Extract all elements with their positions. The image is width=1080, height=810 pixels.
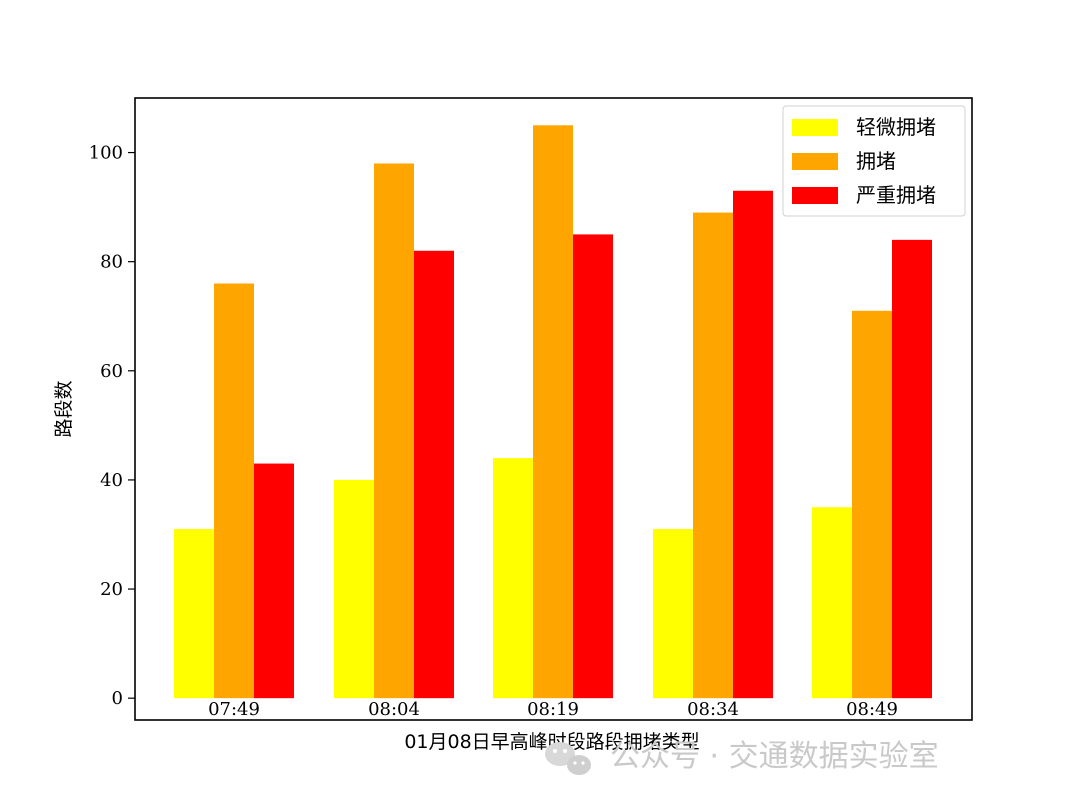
x-tick-label: 07:49 xyxy=(208,699,260,720)
x-tick-label: 08:04 xyxy=(368,699,420,720)
watermark-text: 公众号 · 交通数据实验室 xyxy=(610,739,939,774)
x-axis: 07:49 08:04 08:19 08:34 08:49 xyxy=(208,699,898,720)
legend-swatch xyxy=(792,153,838,170)
y-axis-label: 路段数 xyxy=(53,380,75,437)
bar-0804-2 xyxy=(374,163,414,699)
bars-layer xyxy=(174,125,932,699)
x-tick-label: 08:49 xyxy=(846,699,898,720)
bar-0804-3 xyxy=(414,250,454,699)
bar-0819-3 xyxy=(573,234,613,699)
bar-0849-3 xyxy=(892,239,932,699)
y-tick-label: 0 xyxy=(112,688,123,709)
bar-0804-1 xyxy=(334,479,374,699)
x-tick-label: 08:34 xyxy=(687,699,739,720)
y-tick-label: 40 xyxy=(100,470,123,491)
bar-0834-3 xyxy=(733,190,773,699)
bar-0849-1 xyxy=(812,507,852,699)
y-tick-label: 100 xyxy=(89,143,123,164)
bar-0749-1 xyxy=(174,529,214,699)
y-tick-label: 80 xyxy=(100,252,123,273)
legend-label: 严重拥堵 xyxy=(856,183,936,207)
plot-frame xyxy=(134,97,973,721)
legend-label: 拥堵 xyxy=(856,149,896,173)
bar-0749-2 xyxy=(214,283,254,699)
bar-0849-2 xyxy=(852,310,892,699)
bar-0834-2 xyxy=(693,212,733,699)
watermark: 公众号 · 交通数据实验室 xyxy=(545,739,939,775)
bar-0819-1 xyxy=(493,458,533,699)
bar-0819-2 xyxy=(533,125,573,699)
y-tick-label: 60 xyxy=(100,361,123,382)
legend-label: 轻微拥堵 xyxy=(856,115,936,139)
x-axis-label: 01月08日早高峰时段路段拥堵类型 xyxy=(404,731,699,753)
bar-0749-3 xyxy=(254,463,294,699)
x-tick-label: 08:19 xyxy=(527,699,579,720)
wechat-icon xyxy=(545,742,591,775)
y-axis: 0 20 40 60 80 100 xyxy=(89,143,135,709)
y-tick-label: 20 xyxy=(100,579,123,600)
legend-swatch xyxy=(792,119,838,136)
bar-0834-1 xyxy=(653,529,693,699)
legend-swatch xyxy=(792,187,838,204)
